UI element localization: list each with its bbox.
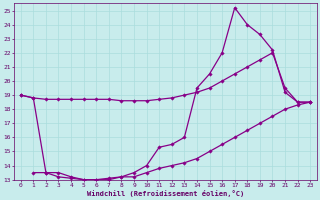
X-axis label: Windchill (Refroidissement éolien,°C): Windchill (Refroidissement éolien,°C) [87, 190, 244, 197]
